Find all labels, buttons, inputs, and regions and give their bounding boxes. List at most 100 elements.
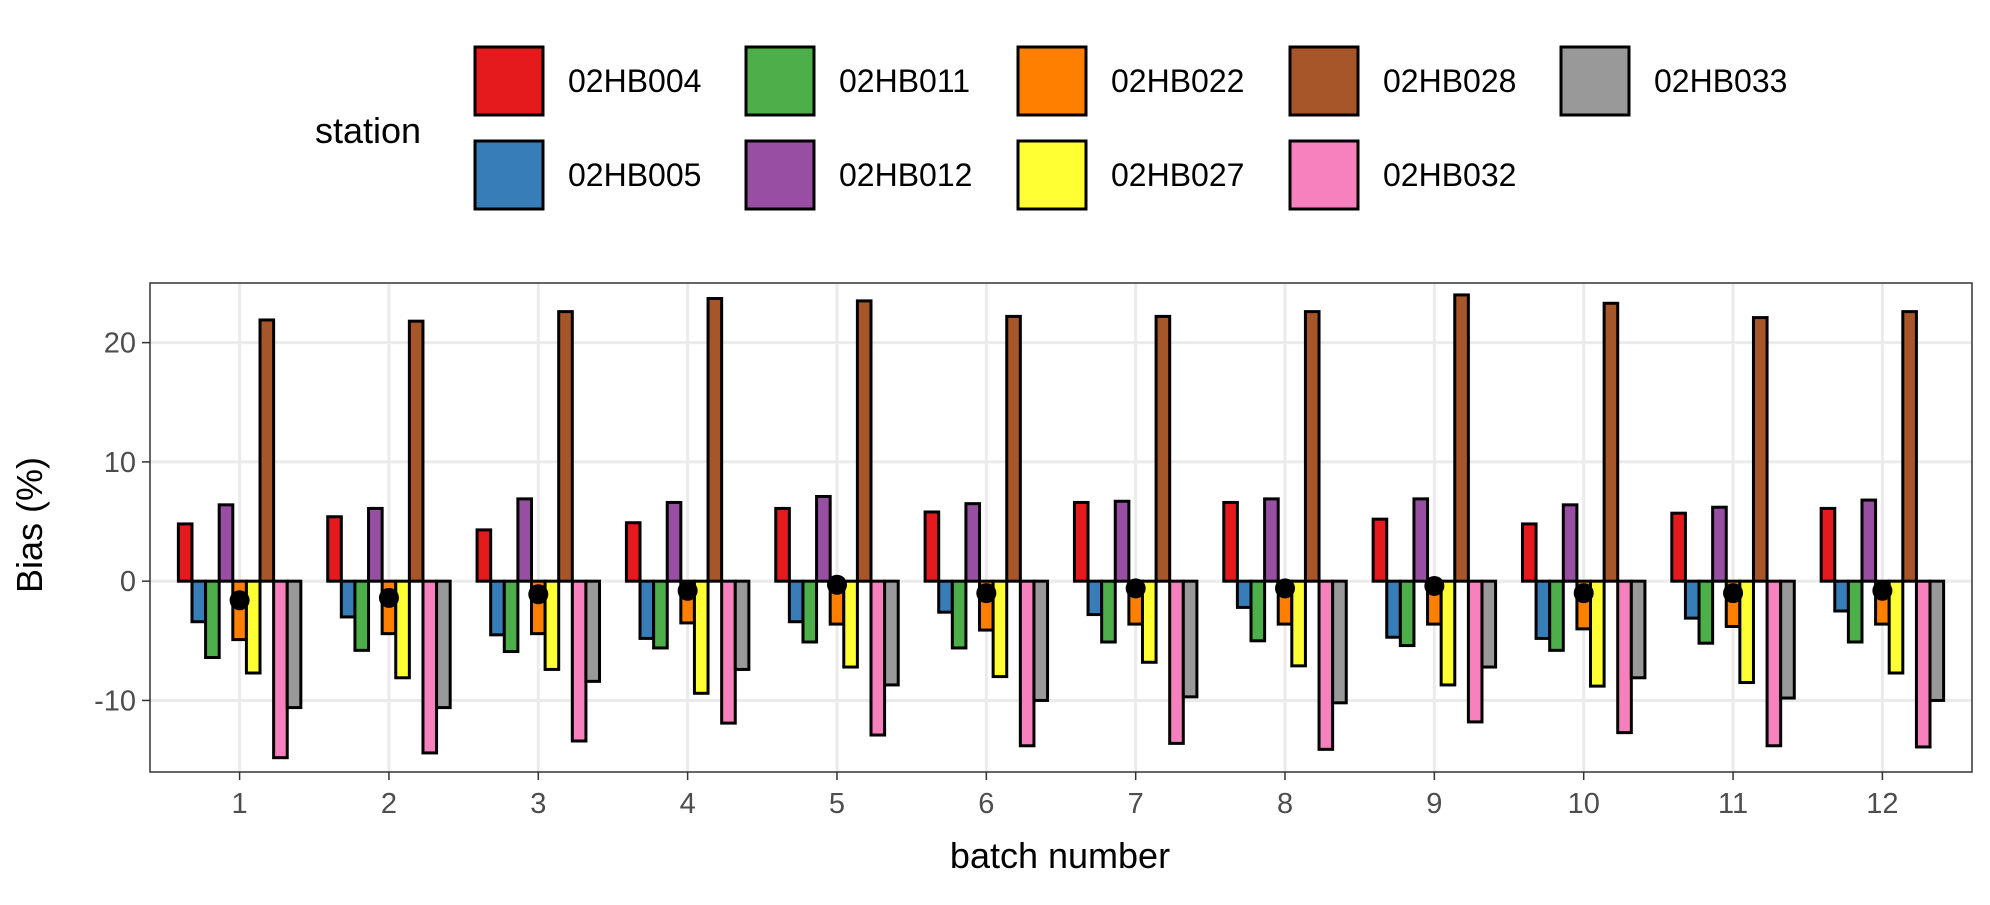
bars	[176, 293, 1946, 760]
bar-02HB028-batch-12	[1901, 310, 1918, 583]
bar-02HB033-batch-8	[1331, 579, 1348, 705]
bar-02HB004-batch-10	[1520, 522, 1538, 583]
bar-02HB004-batch-1	[176, 522, 194, 583]
bar-02HB005-batch-12	[1833, 579, 1850, 613]
legend-label: 02HB033	[1654, 63, 1787, 99]
legend-label: 02HB005	[568, 157, 701, 193]
bar-02HB005-batch-4	[638, 579, 656, 640]
bar-02HB004-batch-12	[1819, 506, 1837, 583]
bar-02HB033-batch-12	[1928, 579, 1946, 702]
bar-02HB027-batch-5	[842, 579, 859, 669]
x-tick-label: 9	[1426, 788, 1442, 820]
bar-02HB004-batch-7	[1072, 500, 1090, 583]
y-tick-label: 20	[104, 328, 136, 360]
bar-02HB011-batch-12	[1846, 579, 1864, 644]
legend-item-02HB027: 02HB027	[1016, 139, 1244, 211]
bar-02HB032-batch-8	[1317, 579, 1335, 751]
bar-02HB027-batch-9	[1439, 579, 1457, 687]
bar-02HB004-batch-9	[1371, 517, 1389, 583]
x-tick-label: 10	[1568, 788, 1600, 820]
bar-02HB004-batch-11	[1670, 511, 1687, 583]
bar-02HB027-batch-12	[1887, 579, 1905, 675]
bar-02HB012-batch-5	[815, 494, 832, 583]
bar-02HB011-batch-10	[1548, 579, 1565, 652]
bar-02HB028-batch-6	[1005, 314, 1022, 583]
mean-point-batch-11	[1723, 583, 1744, 604]
bar-02HB012-batch-12	[1860, 498, 1878, 583]
bar-02HB012-batch-6	[964, 502, 982, 583]
legend-key-02HB033	[1559, 45, 1631, 117]
bar-02HB033-batch-4	[733, 579, 751, 671]
bar-02HB011-batch-4	[652, 579, 669, 650]
mean-point-batch-4	[677, 580, 698, 601]
legend-key-02HB005	[473, 139, 545, 211]
y-tick-label: 10	[104, 447, 136, 479]
bar-02HB012-batch-10	[1561, 503, 1579, 583]
legend-label: 02HB012	[839, 157, 972, 193]
x-tick-label: 11	[1718, 788, 1748, 820]
legend-label: 02HB011	[839, 63, 970, 99]
y-axis-label: Bias (%)	[9, 457, 50, 593]
bar-02HB011-batch-7	[1100, 579, 1117, 644]
bar-02HB005-batch-7	[1086, 579, 1104, 617]
x-axis-label: batch number	[950, 835, 1170, 876]
legend-key-02HB011	[744, 45, 816, 117]
bar-02HB004-batch-2	[326, 515, 343, 583]
bar-02HB033-batch-11	[1779, 579, 1796, 700]
mean-point-batch-6	[976, 583, 997, 604]
mean-point-batch-3	[528, 584, 549, 605]
bar-02HB027-batch-3	[543, 579, 561, 671]
y-tick-label: -10	[94, 685, 136, 717]
x-axis: 1 2 3 4 5 6 7 8 9 10 11 12	[232, 772, 1899, 820]
bar-02HB032-batch-10	[1616, 579, 1633, 735]
bar-02HB028-batch-8	[1303, 310, 1321, 583]
bar-02HB028-batch-10	[1602, 301, 1620, 583]
legend-item-02HB005: 02HB005	[473, 139, 701, 211]
bar-02HB027-batch-11	[1738, 579, 1755, 685]
bar-02HB032-batch-7	[1168, 579, 1185, 745]
mean-point-batch-9	[1424, 575, 1445, 596]
mean-point-batch-8	[1275, 578, 1296, 599]
bar-02HB011-batch-5	[801, 579, 819, 644]
legend-key-02HB012	[744, 139, 816, 211]
bar-02HB012-batch-9	[1412, 497, 1430, 583]
bar-02HB032-batch-3	[570, 579, 588, 743]
legend-item-02HB011: 02HB011	[744, 45, 970, 117]
bar-02HB028-batch-5	[855, 299, 873, 583]
bar-02HB012-batch-1	[217, 503, 235, 583]
legend-item-02HB032: 02HB032	[1288, 139, 1516, 211]
bar-02HB028-batch-11	[1751, 316, 1769, 583]
bar-02HB005-batch-8	[1235, 579, 1253, 609]
legend-key-02HB022	[1016, 45, 1088, 117]
bar-02HB004-batch-8	[1222, 500, 1239, 583]
mean-point-batch-1	[229, 590, 250, 611]
legend-item-02HB012: 02HB012	[744, 139, 972, 211]
bar-02HB032-batch-11	[1765, 579, 1783, 748]
bar-02HB005-batch-9	[1385, 579, 1402, 639]
bar-02HB033-batch-1	[285, 579, 303, 710]
bar-02HB005-batch-3	[489, 579, 506, 637]
bar-02HB033-batch-6	[1032, 579, 1050, 702]
bar-02HB032-batch-2	[421, 579, 439, 755]
bar-02HB011-batch-6	[950, 579, 968, 650]
mean-points	[229, 574, 1893, 611]
x-tick-label: 8	[1277, 788, 1293, 820]
mean-point-batch-7	[1125, 578, 1146, 599]
bar-02HB011-batch-1	[204, 579, 221, 660]
bar-02HB027-batch-10	[1589, 579, 1606, 688]
legend-item-02HB004: 02HB004	[473, 45, 701, 117]
x-tick-label: 5	[829, 788, 845, 820]
legend-item-02HB022: 02HB022	[1016, 45, 1244, 117]
bar-02HB012-batch-7	[1113, 499, 1131, 583]
mean-point-batch-2	[378, 587, 399, 608]
bar-02HB032-batch-5	[869, 579, 887, 737]
bar-02HB032-batch-6	[1018, 579, 1036, 748]
bar-02HB027-batch-1	[244, 579, 262, 675]
legend-label: 02HB022	[1111, 63, 1244, 99]
bar-02HB033-batch-3	[584, 579, 602, 683]
major-grid	[150, 283, 1972, 772]
x-tick-label: 1	[232, 788, 248, 820]
bar-02HB012-batch-8	[1263, 497, 1280, 583]
bar-02HB032-batch-12	[1914, 579, 1932, 749]
